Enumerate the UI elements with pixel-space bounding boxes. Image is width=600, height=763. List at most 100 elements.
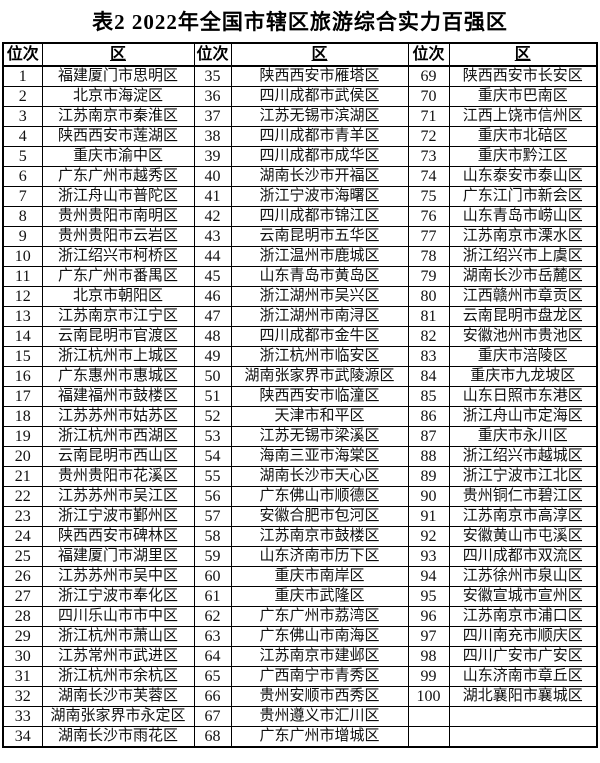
district-cell: 安徽宣城市宣州区 [448, 586, 598, 607]
table-row: 11 广东广州市番禺区 45 山东青岛市黄岛区 79 湖南长沙市岳麓区 [2, 266, 598, 287]
table-row: 18 江苏苏州市姑苏区 52 天津市和平区 86 浙江舟山市定海区 [2, 406, 598, 427]
district-cell: 江苏苏州市姑苏区 [41, 406, 195, 427]
rank-cell: 100 [407, 686, 450, 707]
table-row: 26 江苏苏州市吴中区 60 重庆市南岸区 94 江苏徐州市泉山区 [2, 566, 598, 587]
rank-cell: 6 [2, 166, 43, 187]
rank-cell: 60 [193, 566, 232, 587]
district-cell: 广东江门市新会区 [448, 186, 598, 207]
rank-cell: 46 [193, 286, 232, 307]
rank-cell: 4 [2, 126, 43, 147]
district-cell: 陕西西安市莲湖区 [41, 126, 195, 147]
table-title: 表2 2022年全国市辖区旅游综合实力百强区 [92, 10, 508, 34]
rank-cell: 13 [2, 306, 43, 327]
rank-cell: 59 [193, 546, 232, 567]
district-cell: 广东佛山市南海区 [230, 626, 409, 647]
district-cell: 重庆市武隆区 [230, 586, 409, 607]
rank-cell: 84 [407, 366, 450, 387]
district-cell: 江苏苏州市吴中区 [41, 566, 195, 587]
column-header-rank-1: 位次 [2, 42, 43, 67]
district-cell: 浙江绍兴市越城区 [448, 446, 598, 467]
rank-cell: 15 [2, 346, 43, 367]
district-cell: 重庆市黔江区 [448, 146, 598, 167]
rank-cell: 38 [193, 126, 232, 147]
table-row: 3 江苏南京市秦淮区 37 江苏无锡市滨湖区 71 江西上饶市信州区 [2, 106, 598, 127]
district-cell: 广东惠州市惠城区 [41, 366, 195, 387]
district-cell: 四川成都市武侯区 [230, 86, 409, 107]
district-cell: 江苏徐州市泉山区 [448, 566, 598, 587]
rank-cell: 8 [2, 206, 43, 227]
rank-cell: 7 [2, 186, 43, 207]
rank-cell: 91 [407, 506, 450, 527]
district-cell: 江苏南京市鼓楼区 [230, 526, 409, 547]
district-cell: 浙江杭州市西湖区 [41, 426, 195, 447]
rank-cell: 58 [193, 526, 232, 547]
district-cell: 湖南长沙市开福区 [230, 166, 409, 187]
rank-cell: 69 [407, 65, 450, 87]
rank-cell: 64 [193, 646, 232, 667]
rank-cell: 28 [2, 606, 43, 627]
district-cell: 浙江绍兴市柯桥区 [41, 246, 195, 267]
district-cell: 陕西西安市长安区 [448, 65, 598, 87]
district-cell: 湖南长沙市雨花区 [41, 726, 195, 748]
district-cell: 贵州贵阳市云岩区 [41, 226, 195, 247]
rank-cell: 55 [193, 466, 232, 487]
district-cell: 海南三亚市海棠区 [230, 446, 409, 467]
table-row: 28 四川乐山市市中区 62 广东广州市荔湾区 96 江苏南京市浦口区 [2, 606, 598, 627]
district-cell: 江苏苏州市吴江区 [41, 486, 195, 507]
rank-cell: 99 [407, 666, 450, 687]
rank-cell: 14 [2, 326, 43, 347]
rank-cell: 75 [407, 186, 450, 207]
district-cell: 浙江绍兴市上虞区 [448, 246, 598, 267]
rank-cell: 73 [407, 146, 450, 167]
district-cell: 山东济南市历下区 [230, 546, 409, 567]
district-cell: 江西赣州市章贡区 [448, 286, 598, 307]
rank-cell: 1 [2, 65, 43, 87]
rank-cell: 24 [2, 526, 43, 547]
rank-cell: 10 [2, 246, 43, 267]
rank-cell: 97 [407, 626, 450, 647]
rank-cell: 51 [193, 386, 232, 407]
rank-cell: 16 [2, 366, 43, 387]
rank-cell: 21 [2, 466, 43, 487]
district-cell: 四川成都市双流区 [448, 546, 598, 567]
rank-cell: 93 [407, 546, 450, 567]
table-row: 20 云南昆明市西山区 54 海南三亚市海棠区 88 浙江绍兴市越城区 [2, 446, 598, 467]
rank-cell: 39 [193, 146, 232, 167]
district-cell: 湖南长沙市岳麓区 [448, 266, 598, 287]
table-row: 9 贵州贵阳市云岩区 43 云南昆明市五华区 77 江苏南京市溧水区 [2, 226, 598, 247]
rank-cell: 82 [407, 326, 450, 347]
rank-cell: 44 [193, 246, 232, 267]
district-cell: 江苏南京市高淳区 [448, 506, 598, 527]
rank-cell: 25 [2, 546, 43, 567]
rank-cell: 3 [2, 106, 43, 127]
rank-cell: 9 [2, 226, 43, 247]
table-row: 16 广东惠州市惠城区 50 湖南张家界市武陵源区 84 重庆市九龙坡区 [2, 366, 598, 387]
district-cell: 湖南长沙市天心区 [230, 466, 409, 487]
rank-cell: 23 [2, 506, 43, 527]
table-row: 10 浙江绍兴市柯桥区 44 浙江温州市鹿城区 78 浙江绍兴市上虞区 [2, 246, 598, 267]
table-row: 12 北京市朝阳区 46 浙江湖州市吴兴区 80 江西赣州市章贡区 [2, 286, 598, 307]
table-row: 29 浙江杭州市萧山区 63 广东佛山市南海区 97 四川南充市顺庆区 [2, 626, 598, 647]
district-cell: 陕西西安市临潼区 [230, 386, 409, 407]
rank-cell: 70 [407, 86, 450, 107]
table-row: 14 云南昆明市官渡区 48 四川成都市金牛区 82 安徽池州市贵池区 [2, 326, 598, 347]
district-cell: 浙江杭州市余杭区 [41, 666, 195, 687]
rank-cell: 86 [407, 406, 450, 427]
table-row: 21 贵州贵阳市花溪区 55 湖南长沙市天心区 89 浙江宁波市江北区 [2, 466, 598, 487]
district-cell: 云南昆明市五华区 [230, 226, 409, 247]
district-cell: 江苏无锡市滨湖区 [230, 106, 409, 127]
rank-cell: 56 [193, 486, 232, 507]
rank-cell: 67 [193, 706, 232, 727]
table-row: 6 广东广州市越秀区 40 湖南长沙市开福区 74 山东泰安市泰山区 [2, 166, 598, 187]
district-cell: 广东广州市番禺区 [41, 266, 195, 287]
district-cell: 重庆市涪陵区 [448, 346, 598, 367]
table-row: 8 贵州贵阳市南明区 42 四川成都市锦江区 76 山东青岛市崂山区 [2, 206, 598, 227]
district-cell: 北京市朝阳区 [41, 286, 195, 307]
district-cell: 浙江舟山市普陀区 [41, 186, 195, 207]
table-row: 24 陕西西安市碑林区 58 江苏南京市鼓楼区 92 安徽黄山市屯溪区 [2, 526, 598, 547]
district-cell: 贵州遵义市汇川区 [230, 706, 409, 727]
rank-cell: 92 [407, 526, 450, 547]
table-row: 22 江苏苏州市吴江区 56 广东佛山市顺德区 90 贵州铜仁市碧江区 [2, 486, 598, 507]
district-cell: 贵州铜仁市碧江区 [448, 486, 598, 507]
